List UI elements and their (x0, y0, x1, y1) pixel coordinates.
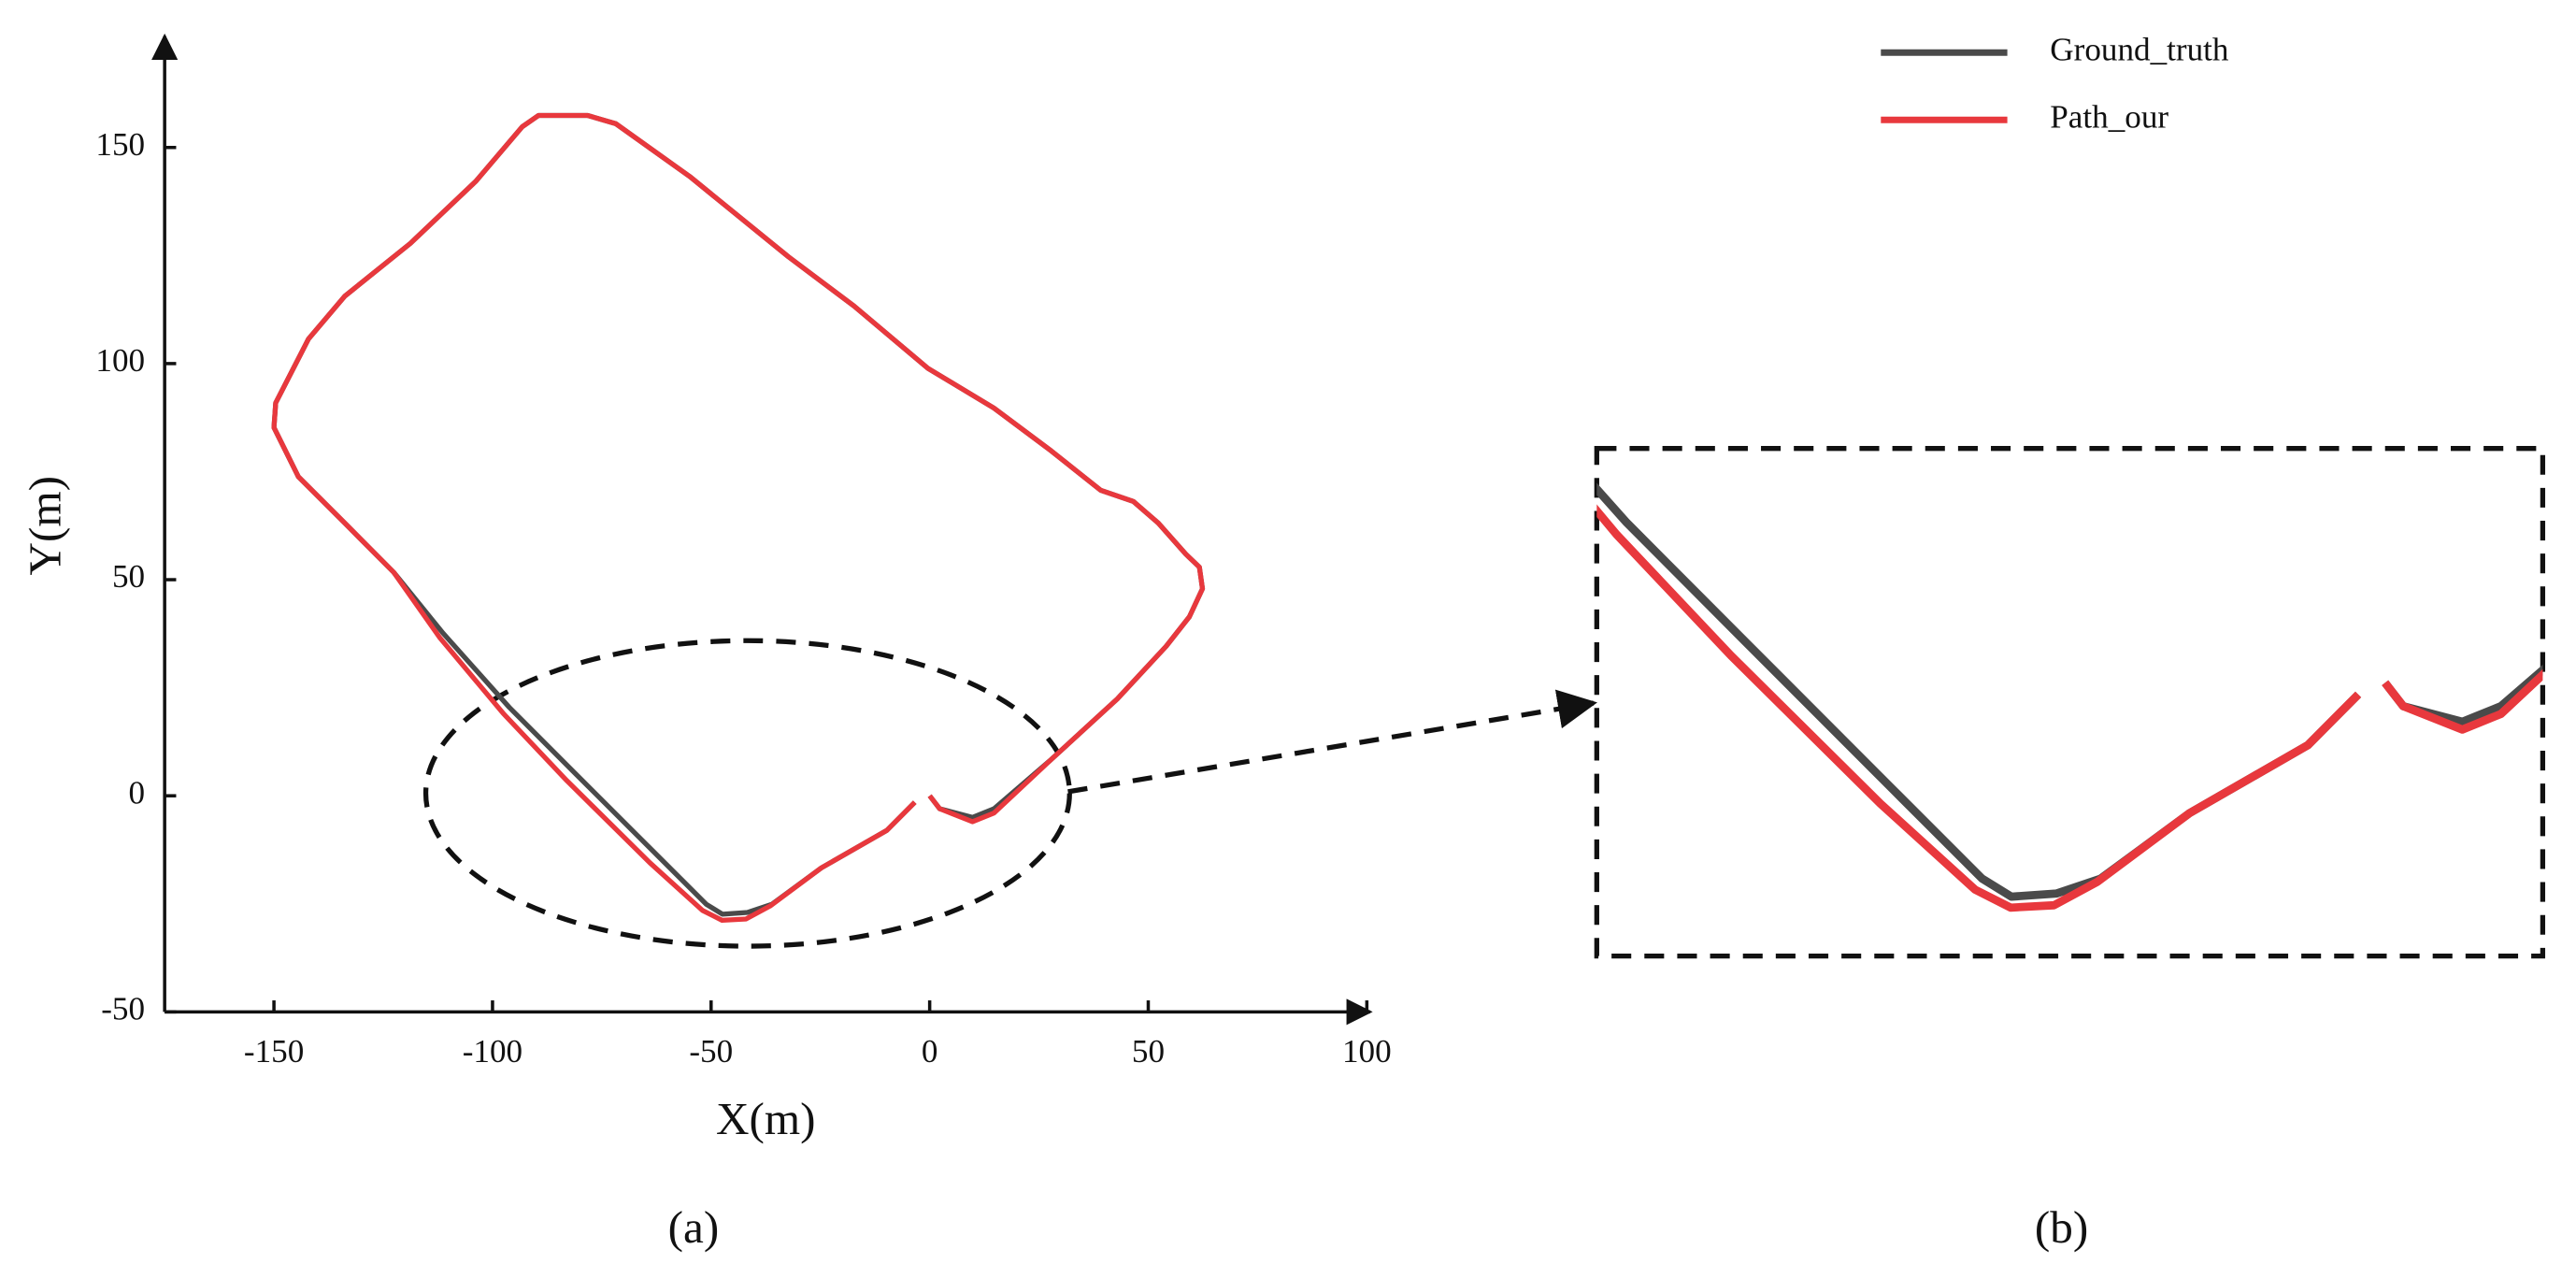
zoom-arrow (1067, 689, 1597, 795)
y-tick-label: 100 (95, 342, 145, 379)
y-tick-label: 50 (112, 558, 145, 595)
x-tick-label: 0 (922, 1033, 938, 1070)
inset-frame (1594, 446, 2546, 959)
series-line (271, 112, 1206, 917)
y-tick-label: 0 (129, 774, 146, 811)
x-axis-label: X(m) (716, 1093, 816, 1144)
x-tick-label: 50 (1132, 1033, 1165, 1070)
legend-label: Ground_truth (2050, 31, 2229, 67)
x-tick-label: -50 (689, 1033, 733, 1070)
inset (1596, 482, 2543, 912)
inset-line (1596, 504, 2543, 912)
panel-label: (a) (668, 1201, 720, 1253)
x-tick-label: 100 (1342, 1033, 1392, 1070)
y-tick-label: 150 (95, 126, 145, 163)
inset-line (1596, 482, 2543, 901)
series-line (271, 112, 1206, 923)
x-tick-label: -150 (244, 1033, 304, 1070)
panel-label: (b) (2035, 1201, 2088, 1253)
legend-label: Path_our (2050, 98, 2168, 135)
x-tick-label: -100 (463, 1033, 522, 1070)
y-axis-label: Y(m) (19, 476, 70, 576)
y-tick-label: -50 (101, 990, 145, 1027)
zoom-ellipse (422, 638, 1072, 949)
